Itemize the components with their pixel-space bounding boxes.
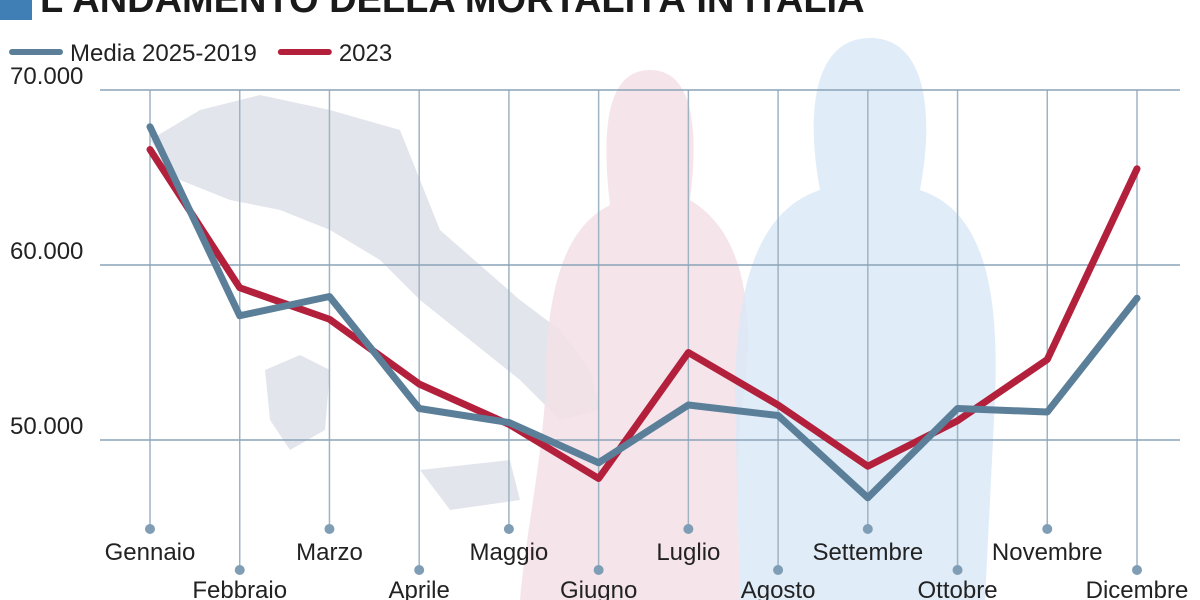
x-tick-label: Febbraio	[192, 577, 287, 600]
category-dot	[145, 524, 155, 534]
y-tick-label: 60.000	[10, 238, 83, 265]
category-dot	[1042, 524, 1053, 534]
x-tick-label: Ottobre	[918, 577, 998, 600]
category-dot	[593, 565, 604, 575]
category-dot	[1132, 565, 1142, 575]
x-tick-label: Giugno	[560, 577, 637, 600]
background-illustration	[150, 38, 996, 600]
category-dot	[414, 565, 425, 575]
chart-title: L'ANDAMENTO DELLA MORTALITÀ IN ITALIA	[40, 0, 865, 21]
category-dot	[773, 565, 784, 575]
x-tick-label: Agosto	[741, 577, 816, 600]
category-dot	[952, 565, 963, 575]
x-tick-label: Gennaio	[105, 539, 196, 566]
x-tick-label: Marzo	[296, 539, 363, 566]
x-tick-label: Dicembre	[1086, 577, 1189, 600]
title-marker	[0, 0, 32, 20]
series-line	[146, 123, 1141, 502]
x-tick-label: Luglio	[656, 539, 720, 566]
y-tick-label: 70.000	[10, 63, 83, 90]
category-dot	[324, 524, 335, 534]
x-tick-label: Aprile	[389, 577, 450, 600]
category-dot	[683, 524, 694, 534]
legend-label: 2023	[339, 40, 392, 67]
category-dot	[862, 524, 873, 534]
category-dot	[234, 565, 245, 575]
x-tick-label: Settembre	[812, 539, 923, 566]
y-tick-label: 50.000	[10, 413, 83, 440]
x-tick-label: Novembre	[992, 539, 1103, 566]
legend-label: Media 2025-2019	[70, 40, 257, 67]
x-tick-label: Maggio	[470, 539, 549, 566]
category-dot	[503, 524, 514, 534]
